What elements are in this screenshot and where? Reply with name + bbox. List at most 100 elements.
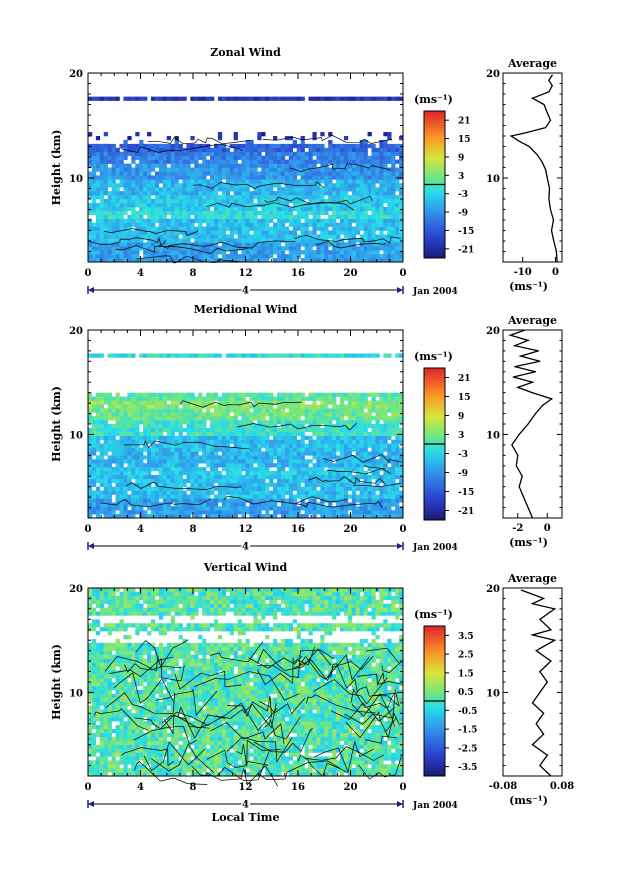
heatmap-cell — [166, 179, 171, 184]
heatmap-cell — [391, 167, 396, 172]
heatmap-cell — [214, 222, 219, 227]
heatmap-cell — [332, 218, 337, 223]
heatmap-cell — [375, 151, 380, 156]
heatmap-cell — [225, 439, 231, 444]
heatmap-cell — [257, 490, 262, 495]
heatmap-cell — [225, 474, 231, 480]
heatmap-cell — [320, 195, 325, 200]
heatmap-cell — [143, 222, 148, 227]
heatmap-cell — [304, 459, 309, 464]
heatmap-cell — [383, 155, 388, 160]
heatmap-cell — [214, 435, 219, 440]
heatmap-cell — [182, 490, 187, 495]
heatmap-cell — [292, 510, 297, 515]
heatmap-cell — [316, 443, 321, 448]
heatmap-cell — [99, 167, 105, 172]
heatmap-cell — [99, 96, 105, 101]
heatmap-cell — [359, 510, 364, 515]
heatmap-cell — [399, 151, 404, 156]
heatmap-cell — [91, 451, 97, 456]
heatmap-cell — [245, 234, 250, 239]
colorbar-segment — [424, 157, 445, 161]
heatmap-cell — [174, 514, 179, 519]
heatmap-cell — [371, 175, 376, 180]
heatmap-cell — [158, 424, 164, 429]
heatmap-cell — [320, 218, 325, 223]
heatmap-cell — [162, 171, 168, 176]
x-tick-label: 8 — [190, 268, 197, 279]
heatmap-cell — [395, 404, 400, 409]
heatmap-cell — [91, 155, 97, 160]
heatmap-cell — [277, 510, 282, 515]
heatmap-cell — [261, 467, 266, 472]
heatmap-cell — [363, 238, 368, 243]
heatmap-cell — [312, 396, 317, 401]
heatmap-cell — [198, 494, 203, 499]
heatmap-cell — [95, 159, 101, 164]
heatmap-cell — [162, 218, 168, 223]
heatmap-cell — [123, 183, 128, 188]
heatmap-cell — [304, 210, 309, 216]
heatmap-cell — [174, 199, 179, 204]
heatmap-cell — [210, 163, 215, 168]
heatmap-cell — [241, 151, 246, 156]
heatmap-cell — [340, 147, 345, 153]
heatmap-cell — [292, 151, 297, 156]
heatmap-cell — [182, 482, 187, 487]
heatmap-cell — [221, 226, 227, 231]
heatmap-cell — [277, 202, 282, 208]
heatmap-cell — [119, 191, 124, 196]
heatmap-cell — [269, 187, 274, 192]
heatmap-cell — [371, 143, 376, 149]
heatmap-cell — [174, 136, 179, 141]
heatmap-cell — [395, 420, 400, 425]
heatmap-cell — [131, 179, 136, 184]
heatmap-cell — [221, 246, 227, 251]
heatmap-cell — [269, 455, 274, 460]
heatmap-cell — [257, 396, 262, 401]
heatmap-cell — [320, 199, 325, 204]
heatmap-cell — [304, 238, 309, 243]
heatmap-cell — [225, 424, 231, 429]
heatmap-cell — [162, 159, 168, 164]
colorbar-segment — [424, 123, 445, 127]
heatmap-cell — [379, 139, 384, 145]
heatmap-cell — [210, 234, 215, 239]
heatmap-cell — [182, 494, 187, 499]
heatmap-cell — [300, 175, 305, 180]
heatmap-cell — [119, 463, 124, 468]
heatmap-cell — [154, 447, 160, 452]
heatmap-cell — [324, 506, 329, 511]
heatmap-cell — [174, 202, 179, 208]
heatmap-cell — [340, 486, 345, 491]
heatmap-cell — [391, 396, 396, 401]
heatmap-cell — [383, 175, 388, 180]
heatmap-cell — [95, 439, 101, 444]
heatmap-cell — [111, 155, 116, 160]
heatmap-cell — [332, 246, 337, 251]
heatmap-cell — [147, 463, 152, 468]
heatmap-cell — [265, 171, 270, 176]
heatmap-cell — [186, 206, 191, 212]
heatmap-cell — [312, 147, 317, 153]
heatmap-cell — [304, 175, 309, 180]
heatmap-cell — [316, 455, 321, 460]
heatmap-cell — [166, 482, 171, 487]
colorbar-tick-label: -21 — [458, 245, 474, 255]
heatmap-cell — [351, 226, 357, 231]
heatmap-cell — [343, 199, 349, 204]
heatmap-cell — [399, 163, 404, 168]
heatmap-cell — [273, 143, 278, 149]
heatmap-cell — [198, 514, 203, 519]
heatmap-cell — [269, 238, 274, 243]
heatmap-cell — [221, 439, 227, 444]
heatmap-cell — [288, 258, 294, 263]
heatmap-cell — [131, 412, 136, 417]
heatmap-cell — [214, 143, 219, 149]
heatmap-cell — [143, 202, 148, 208]
heatmap-cell — [229, 486, 234, 491]
heatmap-cell — [253, 226, 258, 231]
heatmap-cell — [151, 392, 156, 397]
heatmap-cell — [103, 514, 108, 519]
heatmap-cell — [253, 163, 258, 168]
